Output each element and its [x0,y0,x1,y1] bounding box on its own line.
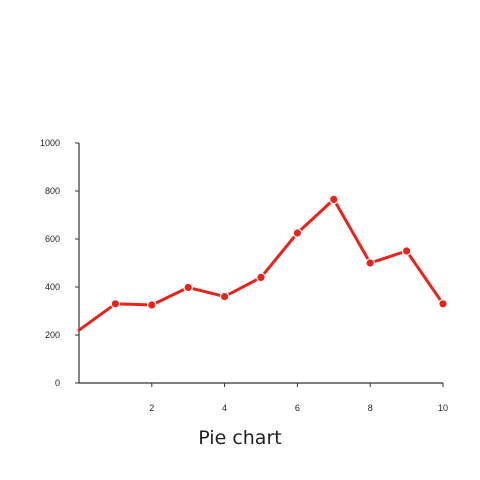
x-tick-label: 2 [149,403,154,413]
data-point [183,282,193,293]
data-point [110,298,121,309]
y-tick-label: 400 [45,282,60,292]
data-point [147,300,157,310]
data-point [256,272,266,283]
data-point [219,291,230,302]
y-tick-label: 200 [45,330,60,340]
series-line [77,197,445,332]
x-tick-label: 8 [368,403,373,413]
data-point [438,298,448,309]
data-point [328,194,339,205]
data-point [365,258,375,268]
data-point [292,228,303,238]
y-tick-label: 600 [45,234,60,244]
data-point [401,246,412,256]
y-tick-label: 0 [55,378,60,388]
x-tick-label: 4 [222,403,227,413]
y-tick-label: 1000 [40,138,60,148]
chart-title: Pie chart [198,427,282,449]
series-layer [77,194,448,332]
axes [78,143,443,384]
x-tick-label: 10 [438,403,448,413]
x-tick-label: 6 [295,403,300,413]
ticks: 0 200 400 600 800 1000 2 4 6 8 10 [40,138,448,413]
y-tick-label: 800 [45,186,60,196]
